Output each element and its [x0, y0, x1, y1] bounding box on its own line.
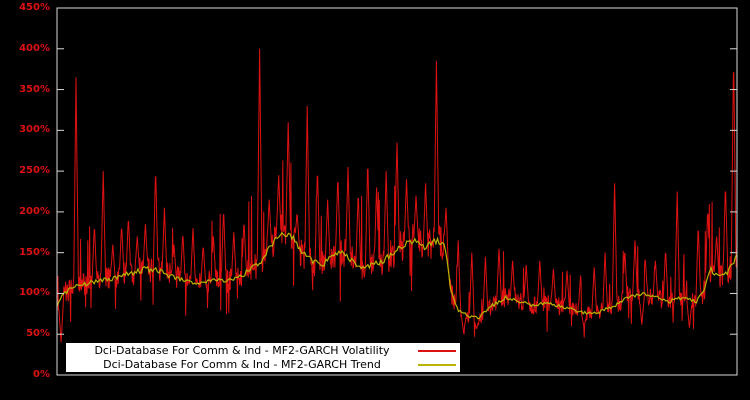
chart-legend: Dci-Database For Comm & Ind - MF2-GARCH … [66, 343, 460, 372]
y-tick-label: 450% [19, 2, 50, 13]
legend-label-trend: Dci-Database For Comm & Ind - MF2-GARCH … [103, 357, 381, 371]
y-tick-label: 350% [19, 83, 50, 95]
y-tick-label: 300% [19, 124, 50, 136]
y-tick-label: 200% [19, 205, 50, 217]
legend-item-trend: Dci-Database For Comm & Ind - MF2-GARCH … [70, 358, 456, 372]
y-tick-label: 100% [19, 287, 50, 299]
y-tick-label: 250% [19, 165, 50, 177]
y-tick-label: 0% [33, 369, 50, 380]
legend-line-volatility [418, 349, 456, 352]
y-tick-label: 400% [19, 42, 50, 54]
legend-label-volatility: Dci-Database For Comm & Ind - MF2-GARCH … [94, 343, 390, 357]
legend-item-volatility: Dci-Database For Comm & Ind - MF2-GARCH … [70, 344, 456, 358]
y-axis-tick-labels: 0% 50% 100% 150% 200% 250% 300% 350% 400% 450% [0, 0, 52, 400]
y-tick-label: 50% [26, 328, 50, 340]
y-tick-label: 150% [19, 246, 50, 258]
legend-line-trend [418, 363, 456, 366]
